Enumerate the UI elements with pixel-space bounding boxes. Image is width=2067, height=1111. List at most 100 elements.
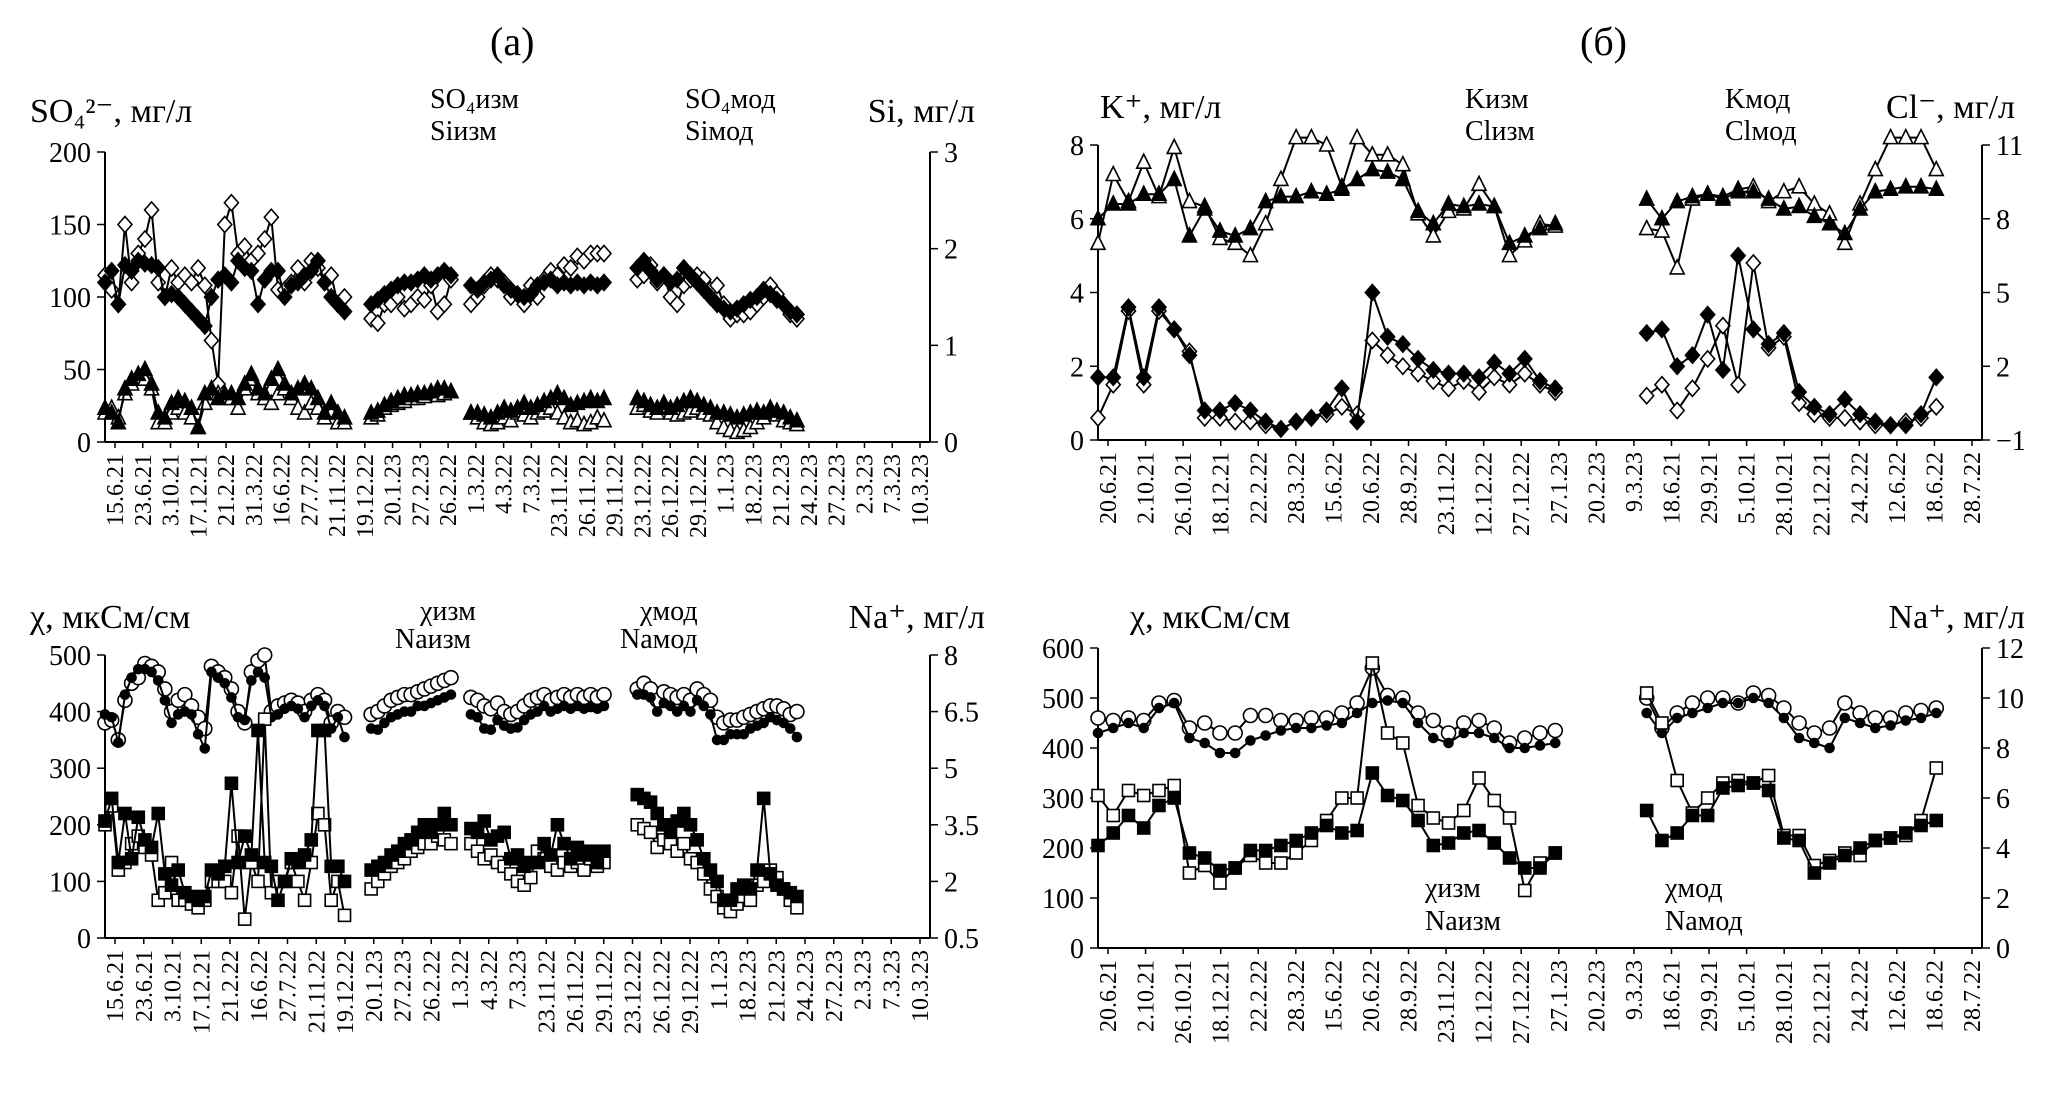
- series-Clизм: [1089, 127, 1945, 275]
- x-tick-label: 16.6.22: [247, 950, 273, 1022]
- data-point: [1684, 379, 1701, 398]
- data-point: [442, 266, 460, 285]
- data-point: [1897, 177, 1915, 194]
- data-point: [1867, 412, 1884, 431]
- data-point: [1274, 856, 1288, 870]
- data-point: [1516, 226, 1534, 243]
- data-point: [236, 237, 253, 256]
- data-point: [1532, 725, 1548, 741]
- data-point: [317, 723, 332, 738]
- data-point: [1394, 154, 1412, 172]
- data-point: [1775, 199, 1793, 216]
- legend-label: χизм: [1424, 873, 1481, 904]
- x-tick-label: 27.1.23: [1547, 960, 1573, 1032]
- data-point: [430, 817, 445, 832]
- data-point: [1836, 390, 1853, 409]
- legend-label: SO₄мод: [685, 84, 776, 115]
- data-point: [1226, 226, 1244, 243]
- data-point: [1684, 345, 1701, 365]
- data-point: [1107, 722, 1119, 734]
- data-point: [1763, 697, 1774, 709]
- data-point: [166, 717, 177, 729]
- data-point: [1731, 778, 1745, 793]
- data-point: [1777, 831, 1791, 845]
- data-point: [1287, 127, 1305, 145]
- right-tick-label: 5: [1996, 279, 2010, 310]
- data-point: [312, 694, 324, 706]
- data-point: [263, 369, 280, 386]
- data-point: [171, 863, 185, 877]
- legend-label: Naизм: [395, 624, 471, 655]
- x-tick-label: 23.6.21: [131, 454, 157, 526]
- x-tick-label: 18.6.22: [1922, 960, 1948, 1032]
- data-point: [1379, 327, 1396, 346]
- data-point: [299, 711, 310, 723]
- data-point: [123, 261, 140, 281]
- data-point: [212, 672, 224, 683]
- left-tick-label: 0: [1070, 426, 1084, 457]
- left-tick-label: 400: [1042, 734, 1084, 765]
- data-point: [1883, 831, 1898, 845]
- x-tick-label: 18.2.23: [736, 950, 762, 1022]
- x-tick-label: 24.2.23: [797, 454, 823, 526]
- data-point: [163, 258, 180, 278]
- x-tick-label: 20.1.23: [381, 454, 407, 526]
- right-tick-label: 6: [1996, 784, 2010, 815]
- data-point: [1882, 416, 1899, 435]
- data-point: [444, 836, 458, 851]
- data-point: [1516, 364, 1533, 383]
- data-point: [1227, 393, 1244, 413]
- data-point: [1380, 788, 1395, 803]
- right-tick-label: 2: [944, 235, 958, 266]
- data-point: [197, 889, 212, 904]
- data-point: [1289, 846, 1303, 860]
- data-point: [1639, 686, 1654, 700]
- x-tick-label: 26.10.21: [1171, 960, 1197, 1044]
- data-point: [477, 814, 492, 828]
- data-point: [1745, 253, 1762, 273]
- data-point: [1440, 379, 1457, 398]
- data-point: [1165, 137, 1183, 155]
- data-point: [1333, 179, 1351, 197]
- x-tick-label: 18.6.21: [1659, 960, 1685, 1032]
- data-point: [1806, 206, 1823, 224]
- x-tick-label: 29.11.22: [592, 950, 618, 1033]
- data-point: [1135, 368, 1152, 387]
- data-point: [1730, 246, 1747, 265]
- x-tick-label: 26.2.22: [419, 950, 445, 1022]
- data-point: [669, 270, 686, 289]
- data-point: [685, 706, 696, 717]
- data-point: [1136, 788, 1151, 803]
- data-point: [1668, 258, 1686, 275]
- data-point: [1836, 233, 1854, 251]
- x-tick-label: 28.7.22: [1960, 960, 1986, 1032]
- x-tick-label: 2.10.21: [1134, 452, 1160, 524]
- data-point: [1258, 843, 1273, 858]
- data-point: [1501, 375, 1518, 394]
- data-point: [1396, 793, 1410, 808]
- data-point: [1411, 798, 1425, 813]
- data-point: [1104, 194, 1122, 211]
- x-tick-label: 27.12.22: [1509, 452, 1535, 536]
- x-tick-label: 21.2.22: [218, 950, 244, 1022]
- data-point: [1394, 169, 1412, 187]
- left-tick-label: 0: [1070, 934, 1084, 965]
- data-point: [1837, 695, 1853, 711]
- data-point: [316, 403, 333, 420]
- data-point: [443, 669, 459, 686]
- legend-label: χизм: [419, 596, 476, 627]
- x-tick-label: 27.2.23: [825, 454, 851, 526]
- data-point: [1821, 404, 1838, 424]
- data-point: [1517, 883, 1532, 898]
- data-point: [1227, 412, 1244, 431]
- data-point: [256, 229, 273, 249]
- data-point: [705, 709, 716, 720]
- data-point: [1669, 401, 1686, 420]
- data-point: [537, 836, 551, 851]
- data-point: [1791, 382, 1808, 402]
- data-point: [1153, 702, 1165, 714]
- data-point: [436, 295, 453, 314]
- legend-label: Naмод: [620, 624, 698, 655]
- data-point: [192, 728, 204, 740]
- data-point: [336, 408, 353, 425]
